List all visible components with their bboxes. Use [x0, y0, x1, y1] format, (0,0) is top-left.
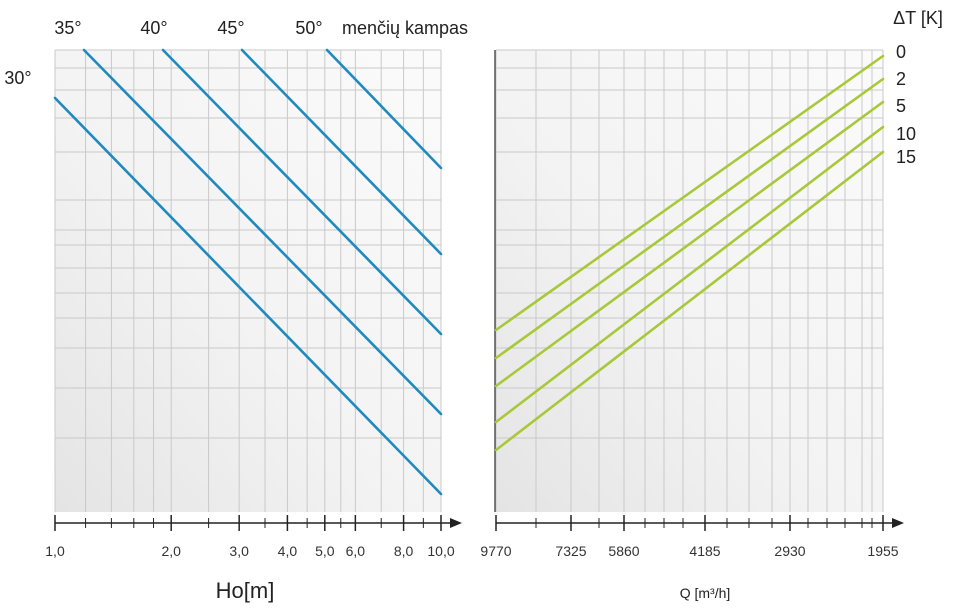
- left-x-axis-title: Ho[m]: [216, 578, 275, 603]
- left-x-tick-label: 5,0: [315, 543, 335, 559]
- delta-t-legend-title: ΔT [K]: [893, 8, 943, 28]
- blade-angle-line: [161, 48, 443, 336]
- delta-t-label: 2: [896, 69, 906, 89]
- left-x-tick-label: 2,0: [161, 543, 181, 559]
- right-x-tick-label: 7325: [555, 543, 586, 559]
- delta-t-label: 15: [896, 147, 916, 167]
- blade-angle-line: [82, 48, 443, 416]
- left-x-tick-label: 4,0: [278, 543, 298, 559]
- delta-t-label: 10: [896, 124, 916, 144]
- blade-angle-line: [240, 48, 443, 256]
- left-x-tick-label: 3,0: [229, 543, 249, 559]
- right-x-axis-title: Q [m³/h]: [680, 585, 731, 601]
- left-x-tick-label: 1,0: [45, 543, 65, 559]
- blade-angle-label: 40°: [140, 18, 167, 38]
- delta-t-line: [494, 150, 885, 452]
- delta-t-line: [494, 77, 885, 360]
- blade-angle-label: 50°: [295, 18, 322, 38]
- right-x-axis-arrow: [892, 518, 904, 528]
- left-x-axis-arrow: [450, 518, 462, 528]
- left-x-tick-label: 6,0: [346, 543, 366, 559]
- left-x-tick-label: 8,0: [394, 543, 414, 559]
- delta-t-label: 5: [896, 96, 906, 116]
- left-x-tick-label: 10,0: [427, 543, 454, 559]
- blade-angle-line: [53, 96, 443, 496]
- right-x-tick-label: 4185: [689, 543, 720, 559]
- blade-angle-label: 45°: [217, 18, 244, 38]
- blade-angle-label: 35°: [54, 18, 81, 38]
- delta-t-line: [494, 125, 885, 424]
- right-x-tick-label: 1955: [867, 543, 898, 559]
- delta-t-label: 0: [896, 42, 906, 62]
- blade-angle-line: [325, 48, 443, 170]
- delta-t-line: [494, 54, 885, 332]
- blade-angle-label: 30°: [4, 68, 31, 88]
- delta-t-line: [494, 100, 885, 388]
- blade-angle-header: menčių kampas: [342, 18, 468, 38]
- left-panel-background: [55, 50, 441, 512]
- right-x-tick-label: 9770: [480, 543, 511, 559]
- right-x-tick-label: 2930: [774, 543, 805, 559]
- right-x-tick-label: 5860: [608, 543, 639, 559]
